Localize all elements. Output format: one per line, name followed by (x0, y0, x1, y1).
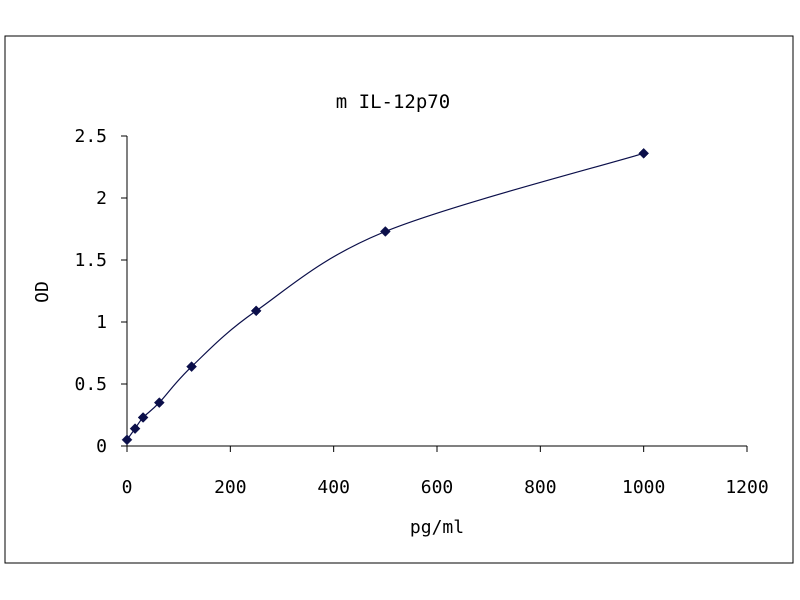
x-tick-label: 400 (317, 477, 350, 498)
y-tick-label: 0 (96, 436, 107, 457)
y-tick-label: 2 (96, 188, 107, 209)
x-tick-label: 800 (524, 477, 557, 498)
data-point (153, 397, 165, 408)
data-point (121, 434, 133, 446)
x-tick-label: 0 (122, 477, 133, 498)
x-tick-label: 1200 (725, 477, 768, 498)
data-point (137, 412, 149, 423)
chart-border (4, 35, 794, 564)
data-point (129, 423, 141, 434)
plot-area: 0 0.5 1 1.5 2 2.5 0 200 400 600 800 1000 1200 (74, 126, 768, 498)
data-point (379, 226, 391, 237)
y-axis-label: OD (32, 281, 53, 303)
x-axis-label: pg/ml (410, 517, 464, 538)
x-tick-label: 200 (214, 477, 247, 498)
data-point (250, 305, 262, 317)
y-tick-label: 0.5 (74, 374, 107, 395)
y-tick-label: 1.5 (74, 250, 107, 271)
data-point (186, 361, 197, 372)
series-line (126, 152, 644, 441)
x-tick-label: 1000 (622, 477, 665, 498)
y-tick-label: 1 (96, 312, 107, 333)
y-tick-label: 2.5 (74, 126, 107, 147)
data-point (638, 148, 650, 159)
chart-title: m IL-12p70 (336, 91, 450, 113)
x-tick-label: 600 (421, 477, 454, 498)
